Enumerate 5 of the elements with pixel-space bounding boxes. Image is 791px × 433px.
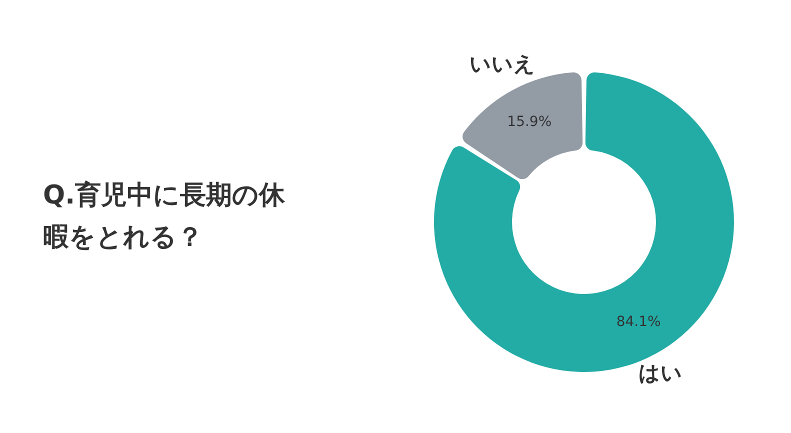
slice-label: はい — [638, 360, 682, 385]
data-label: 84.1% — [616, 314, 661, 330]
slice-label: いいえ — [470, 52, 536, 76]
data-label: 15.9% — [507, 114, 552, 130]
text: Q.育児中に長期の休暇をとれる？ — [43, 180, 286, 252]
